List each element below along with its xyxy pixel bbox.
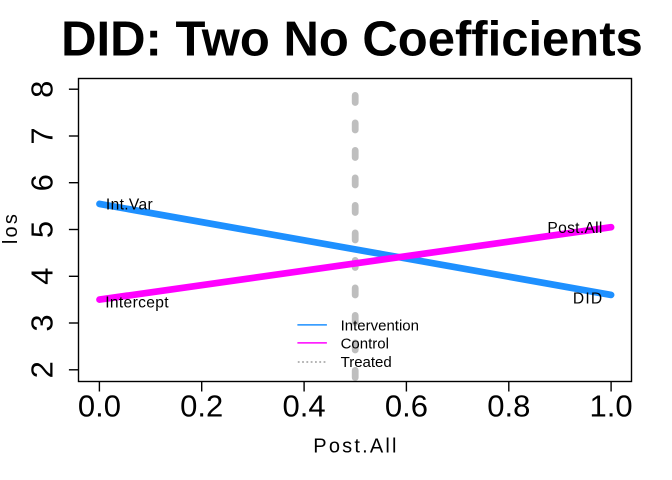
svg-text:0.0: 0.0 bbox=[78, 389, 121, 424]
svg-text:5: 5 bbox=[24, 221, 59, 238]
svg-text:Control: Control bbox=[341, 335, 389, 352]
svg-text:0.6: 0.6 bbox=[385, 389, 428, 424]
svg-text:Post.All: Post.All bbox=[547, 220, 602, 237]
svg-text:4: 4 bbox=[24, 268, 59, 285]
svg-text:los: los bbox=[0, 212, 22, 244]
svg-text:0.8: 0.8 bbox=[487, 389, 530, 424]
svg-text:DID: DID bbox=[573, 291, 602, 308]
svg-text:6: 6 bbox=[24, 174, 59, 191]
svg-text:3: 3 bbox=[24, 314, 59, 331]
svg-text:DID: Two No Coefficients: DID: Two No Coefficients bbox=[61, 13, 643, 67]
svg-text:1.0: 1.0 bbox=[590, 389, 633, 424]
svg-text:Intervention: Intervention bbox=[341, 317, 419, 334]
svg-text:7: 7 bbox=[24, 127, 59, 144]
svg-text:Treated: Treated bbox=[341, 354, 392, 371]
svg-text:0.2: 0.2 bbox=[180, 389, 223, 424]
svg-text:Int.Var: Int.Var bbox=[106, 197, 153, 214]
svg-text:0.4: 0.4 bbox=[283, 389, 326, 424]
svg-text:2: 2 bbox=[24, 361, 59, 378]
svg-text:8: 8 bbox=[24, 81, 59, 98]
svg-text:Intercept: Intercept bbox=[105, 294, 169, 311]
svg-text:Post.All: Post.All bbox=[313, 435, 398, 457]
